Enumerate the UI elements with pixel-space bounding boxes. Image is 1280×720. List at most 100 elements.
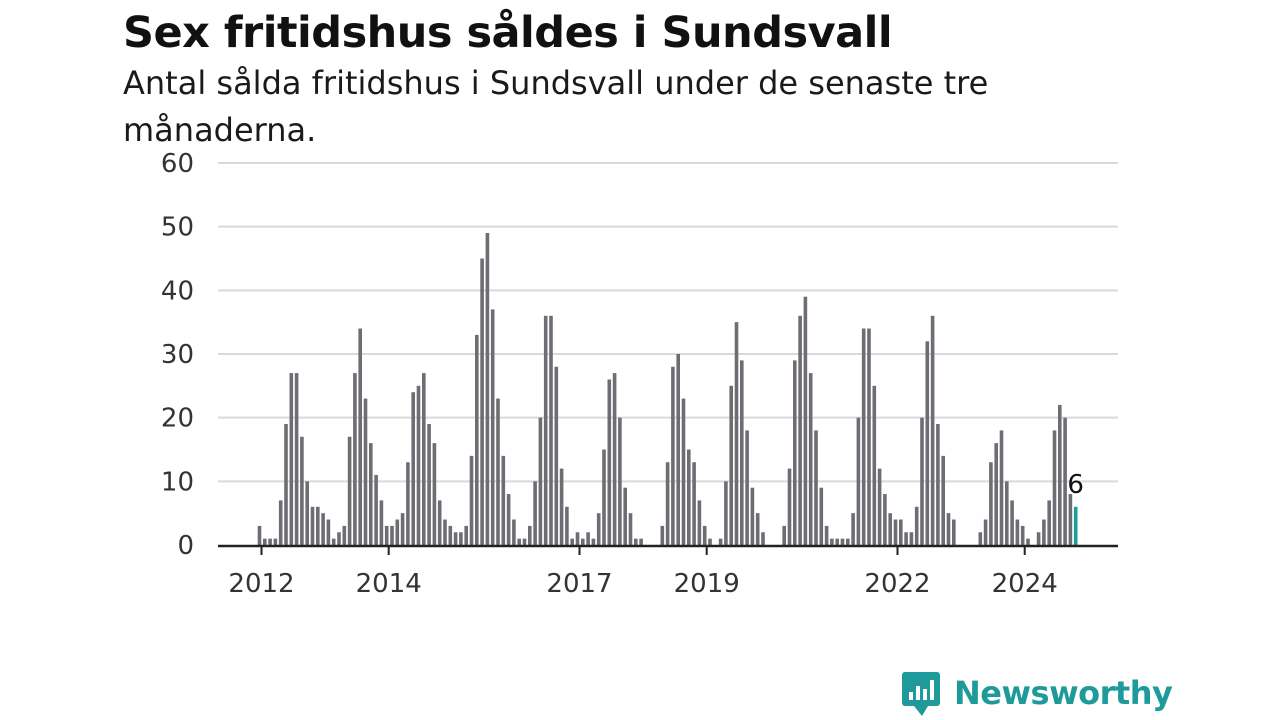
last-value-label: 6 <box>1067 470 1084 500</box>
bar <box>899 519 903 545</box>
bar <box>607 379 612 545</box>
bar <box>867 328 871 545</box>
bar <box>803 296 808 545</box>
x-tick-label: 2012 <box>228 569 294 599</box>
bar <box>1047 500 1051 545</box>
x-tick-label: 2022 <box>864 569 930 599</box>
bar <box>909 532 914 545</box>
bar <box>1042 519 1046 545</box>
bar <box>278 500 283 545</box>
bar <box>496 398 500 545</box>
bar <box>983 519 988 545</box>
bar <box>750 487 755 545</box>
bar <box>676 354 680 545</box>
bar <box>543 315 548 545</box>
bar <box>628 513 633 545</box>
bar <box>814 430 818 545</box>
bar <box>989 462 993 545</box>
bar <box>914 506 919 545</box>
bar <box>612 373 617 545</box>
x-tick-label: 2017 <box>546 569 612 599</box>
bar <box>687 449 691 545</box>
grid-lines <box>218 162 1118 483</box>
bar <box>877 468 882 545</box>
bar <box>581 538 585 545</box>
bar <box>840 538 845 545</box>
bar <box>782 525 786 545</box>
bar <box>941 455 945 545</box>
x-tick-label: 2024 <box>992 569 1058 599</box>
bar <box>930 315 935 545</box>
x-tick-label: 2019 <box>674 569 740 599</box>
bar <box>395 519 400 545</box>
bars <box>257 233 1078 545</box>
bar <box>920 417 924 545</box>
bar <box>464 525 468 545</box>
bar <box>639 538 643 545</box>
bar <box>999 430 1004 545</box>
bar <box>1052 430 1057 545</box>
bar <box>761 532 765 545</box>
bar <box>310 506 315 545</box>
bar <box>448 525 453 545</box>
bar <box>342 525 347 545</box>
bar <box>316 506 320 545</box>
bar <box>459 532 463 545</box>
bar <box>618 417 622 545</box>
bar <box>538 417 543 545</box>
chart-title: Sex fritidshus såldes i Sundsvall <box>123 8 893 58</box>
bar <box>294 373 299 545</box>
bar <box>453 532 458 545</box>
bar <box>565 506 569 545</box>
bar <box>300 436 304 545</box>
bar <box>379 500 384 545</box>
bar <box>819 487 824 545</box>
bar-latest <box>1073 506 1078 545</box>
bar <box>755 513 760 545</box>
bar <box>681 398 686 545</box>
bar <box>634 538 638 545</box>
bar <box>533 481 537 545</box>
bar <box>936 424 940 545</box>
bar <box>740 360 744 545</box>
bar <box>671 366 675 545</box>
bar-chart: 0 10 20 30 40 50 60 2012 2014 2017 2019 2022 2024 6 <box>161 149 1118 599</box>
bar <box>808 373 813 545</box>
newsworthy-logo-icon <box>902 672 940 716</box>
bar <box>273 538 278 545</box>
bar <box>888 513 892 545</box>
y-tick-label: 40 <box>161 276 194 306</box>
bar <box>443 519 447 545</box>
y-tick-label: 10 <box>161 467 194 497</box>
bar <box>745 430 749 545</box>
bar <box>718 538 723 545</box>
bar <box>400 513 405 545</box>
y-axis: 0 10 20 30 40 50 60 <box>161 149 194 561</box>
bar <box>326 519 331 545</box>
bar <box>591 538 596 545</box>
bar <box>724 481 728 545</box>
bar <box>846 538 850 545</box>
bar <box>506 494 511 545</box>
bar <box>665 462 670 545</box>
bar <box>480 258 484 545</box>
bar <box>1020 525 1025 545</box>
bar <box>692 462 696 545</box>
y-tick-label: 20 <box>161 404 194 434</box>
bar <box>1058 404 1062 545</box>
y-tick-label: 0 <box>177 531 194 561</box>
bar <box>575 532 580 545</box>
bar <box>353 373 357 545</box>
bar <box>337 532 341 545</box>
bar <box>824 525 829 545</box>
bar <box>522 538 527 545</box>
bar <box>946 513 951 545</box>
bar <box>856 417 861 545</box>
bar <box>512 519 516 545</box>
bar <box>475 334 479 545</box>
y-tick-label: 30 <box>161 340 194 370</box>
bar <box>570 538 574 545</box>
bar <box>427 424 431 545</box>
x-axis: 2012 2014 2017 2019 2022 2024 <box>228 546 1058 599</box>
bar <box>851 513 855 545</box>
